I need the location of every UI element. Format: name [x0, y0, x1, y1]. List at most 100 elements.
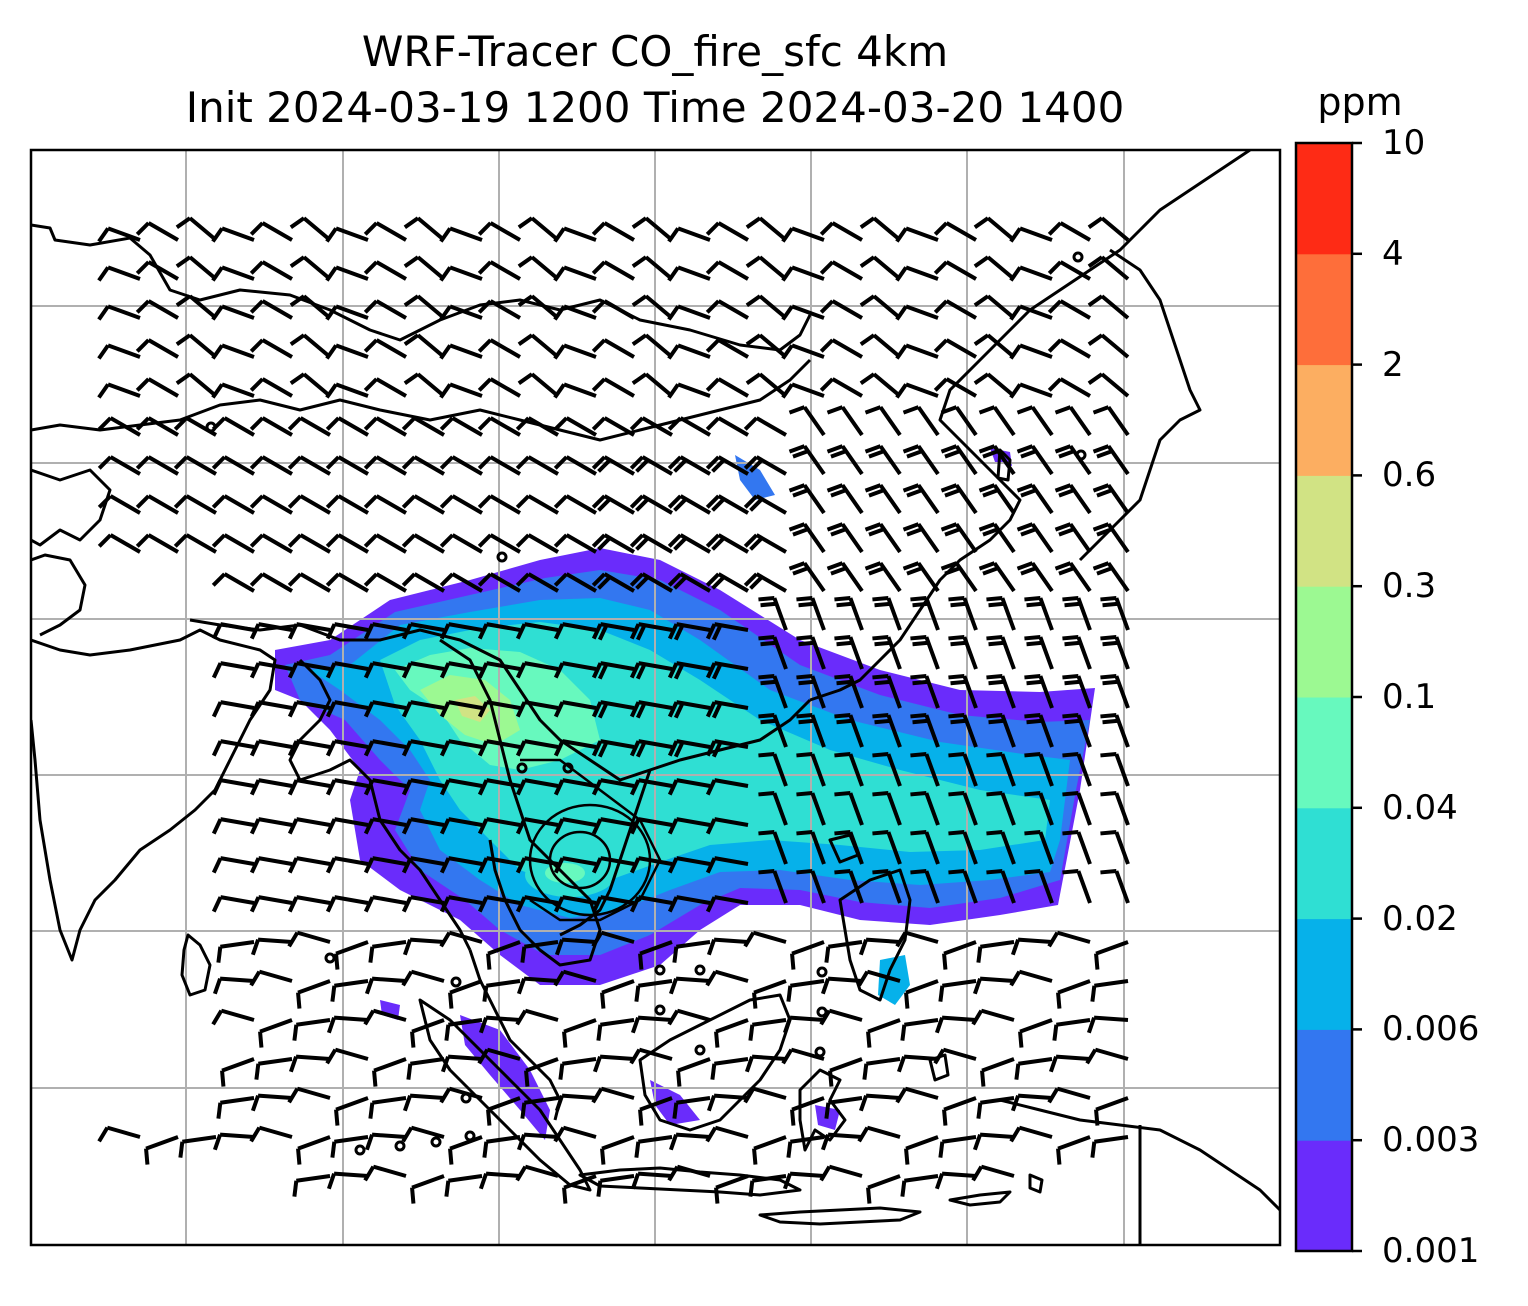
- wind-barb: [477, 260, 522, 281]
- wind-barb: [516, 976, 559, 995]
- wind-barb: [986, 713, 1016, 748]
- colorbar-tick-label: 0.1: [1382, 677, 1437, 717]
- wind-barb: [553, 304, 597, 321]
- wind-barb: [824, 1096, 863, 1119]
- wind-barb: [591, 338, 635, 359]
- wind-barb: [289, 255, 332, 281]
- wind-barb: [325, 661, 369, 679]
- wind-barb: [902, 561, 940, 593]
- map-title: WRF-Tracer CO_fire_sfc 4km: [361, 27, 949, 76]
- wind-barb: [410, 1174, 445, 1204]
- wind-barb: [135, 260, 179, 281]
- wind-barb: [439, 622, 483, 640]
- wind-barb: [706, 937, 749, 956]
- wind-barb: [866, 1018, 901, 1048]
- wind-barb: [516, 1132, 559, 1151]
- calm-marker: [354, 1144, 366, 1156]
- wind-barb: [287, 455, 332, 476]
- wind-barb: [788, 561, 826, 593]
- wind-barb: [859, 333, 902, 359]
- wind-barb: [444, 1018, 483, 1041]
- wind-barb: [1047, 260, 1092, 281]
- wind-barb: [1100, 752, 1130, 787]
- wind-barb: [819, 338, 863, 359]
- wind-barb: [902, 522, 940, 554]
- colorbar-band: [1296, 807, 1352, 920]
- wind-barb: [211, 533, 255, 554]
- wind-barb: [372, 1057, 407, 1087]
- wind-barb: [834, 791, 864, 826]
- wind-barb: [714, 1174, 749, 1204]
- wind-barb: [258, 1018, 293, 1048]
- wind-barb: [1062, 830, 1092, 865]
- wind-barb: [796, 791, 826, 826]
- wind-barb: [553, 533, 597, 554]
- colorbar-tick-label: 0.02: [1382, 898, 1458, 939]
- wind-barb: [790, 940, 825, 970]
- colorbar-tick-label: 0.006: [1382, 1009, 1480, 1050]
- wind-barb: [933, 377, 977, 398]
- wind-barb: [986, 635, 1016, 670]
- wind-barb: [667, 343, 711, 360]
- wind-barb: [439, 265, 483, 282]
- wind-barb: [289, 372, 332, 398]
- wind-barb: [591, 895, 635, 913]
- wind-barb: [705, 895, 749, 913]
- wind-barb: [781, 343, 825, 360]
- wind-barb: [676, 1057, 711, 1087]
- wind-barb: [334, 1096, 369, 1126]
- wind-barb: [896, 1054, 939, 1073]
- wind-barb: [249, 778, 293, 796]
- wind-barb: [667, 856, 711, 874]
- wind-barb: [211, 856, 255, 874]
- wind-barb: [296, 1135, 331, 1165]
- wind-barb: [629, 622, 673, 641]
- wind-barb: [1094, 1096, 1129, 1126]
- wind-barb: [553, 700, 597, 718]
- wind-barb: [477, 455, 522, 476]
- wind-barb: [1024, 791, 1054, 826]
- colorbar-tick-label: 0.003: [1382, 1120, 1480, 1161]
- wind-barb: [986, 596, 1016, 631]
- colorbar-band: [1296, 1029, 1352, 1141]
- wind-barb: [819, 1008, 863, 1026]
- wind-barb: [1024, 674, 1054, 709]
- wind-barb: [289, 333, 332, 359]
- wind-barb: [591, 260, 635, 281]
- wind-barb: [857, 1125, 901, 1143]
- wind-barb: [249, 1125, 293, 1143]
- wind-barb: [592, 1054, 635, 1073]
- wind-barb: [553, 265, 597, 282]
- wind-barb: [986, 869, 1016, 904]
- colorbar-band: [1296, 143, 1352, 255]
- colorbar-unit: ppm: [1317, 80, 1403, 124]
- wind-barb: [135, 416, 179, 437]
- wind-barb: [872, 830, 902, 865]
- wind-barb: [591, 622, 635, 641]
- wind-barb: [820, 1132, 863, 1151]
- wind-barb: [591, 533, 635, 554]
- wind-barb: [781, 382, 825, 399]
- korea-japan: [1078, 248, 1202, 562]
- wind-barb: [1087, 255, 1130, 281]
- colorbar-band: [1296, 918, 1352, 1030]
- wind-barb: [1010, 937, 1053, 956]
- wind-barb: [1086, 1015, 1129, 1034]
- wind-barb: [904, 1135, 939, 1165]
- calm-marker: [694, 964, 706, 976]
- wind-barb: [758, 830, 788, 865]
- wind-barb: [1016, 444, 1054, 476]
- wind-barb: [517, 216, 560, 242]
- wind-barb: [1062, 635, 1092, 670]
- calm-marker: [430, 1136, 442, 1148]
- wind-barb: [515, 778, 559, 796]
- wind-barb: [403, 333, 446, 359]
- wind-barb: [973, 216, 1016, 242]
- lesser-sunda: [758, 1206, 922, 1226]
- java: [578, 1166, 802, 1197]
- wind-barb: [900, 1174, 939, 1197]
- wind-barb: [325, 265, 369, 282]
- calm-marker: [816, 966, 828, 978]
- wind-barb: [477, 416, 522, 437]
- wind-barb: [872, 869, 902, 904]
